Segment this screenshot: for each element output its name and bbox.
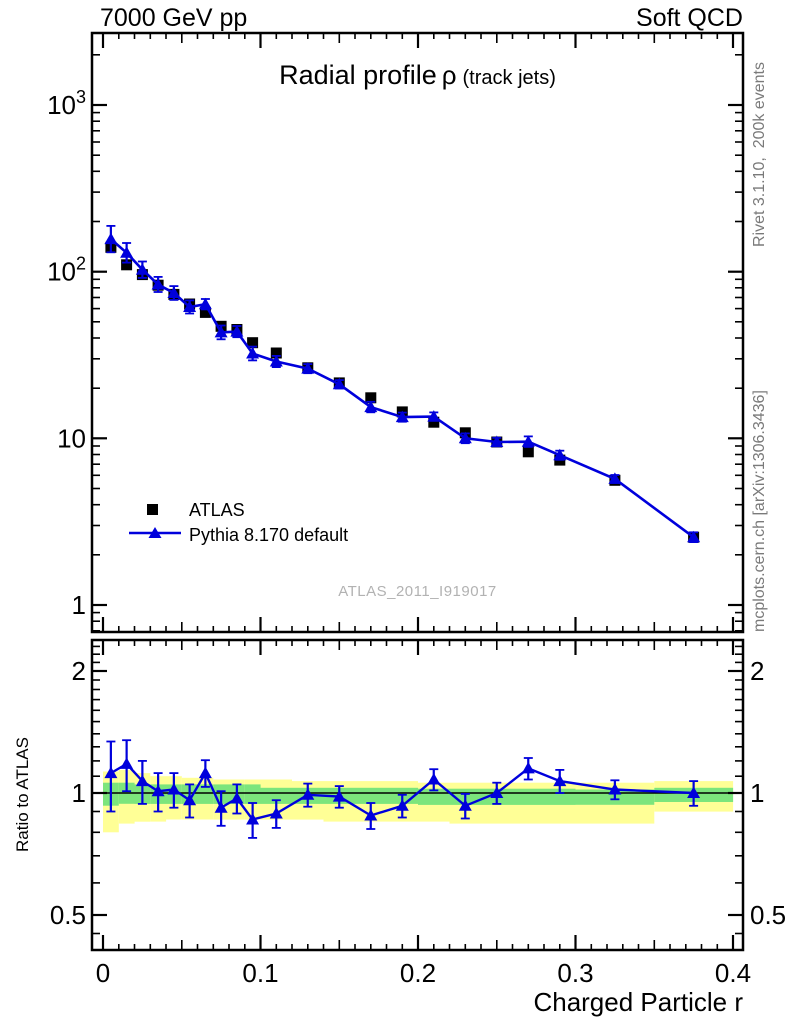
ratio-axis-label: Ratio to ATLAS xyxy=(13,737,32,852)
plot-title: Radial profile ρ (track jets) xyxy=(92,60,743,91)
ratio-y-tick-label-left: 1 xyxy=(72,778,86,808)
legend-label-atlas: ATLAS xyxy=(189,500,245,520)
ratio-markers xyxy=(104,757,701,825)
x-axis-label: Charged Particle r xyxy=(533,987,743,1017)
main-y-tick-label: 1 xyxy=(72,590,86,620)
rivet-version-note: Rivet 3.1.10, 200k events xyxy=(751,62,768,247)
x-tick-label: 0 xyxy=(96,958,110,988)
pythia-error-bars xyxy=(106,224,699,543)
ratio-y-tick-label-left: 2 xyxy=(72,656,86,686)
plot-title-main: Radial profile xyxy=(279,60,437,90)
mcplots-arxiv-note: mcplots.cern.ch [arXiv:1306.3436] xyxy=(751,390,768,632)
pythia-markers xyxy=(104,232,701,543)
x-tick-label: 0.1 xyxy=(242,958,278,988)
ratio-line xyxy=(110,762,694,821)
pythia-legend-marker xyxy=(128,525,182,546)
x-tick-label: 0.2 xyxy=(400,958,436,988)
main-y-tick-label: 103 xyxy=(47,87,86,120)
atlas-data-points xyxy=(105,241,700,543)
axis-ticks xyxy=(92,33,743,950)
main-y-tick-label: 102 xyxy=(47,254,86,287)
x-tick-label: 0.4 xyxy=(715,958,751,988)
process-group-label: Soft QCD xyxy=(636,4,743,32)
legend-label-pythia: Pythia 8.170 default xyxy=(189,525,349,545)
analysis-watermark: ATLAS_2011_I919017 xyxy=(338,583,497,600)
beam-energy-label: 7000 GeV pp xyxy=(100,4,248,32)
ratio-y-tick-label-right: 1 xyxy=(750,778,764,808)
main-y-tick-label: 10 xyxy=(57,423,86,453)
ratio-y-tick-label-right: 2 xyxy=(750,656,764,686)
rho-symbol: ρ xyxy=(441,60,457,90)
ratio-y-tick-label-right: 0.5 xyxy=(750,900,786,930)
ratio-y-tick-label-left: 0.5 xyxy=(50,900,86,930)
x-tick-label: 0.3 xyxy=(557,958,593,988)
plot-title-qualifier: (track jets) xyxy=(462,67,556,89)
atlas-legend-marker xyxy=(146,503,160,522)
pythia-line xyxy=(110,238,695,539)
